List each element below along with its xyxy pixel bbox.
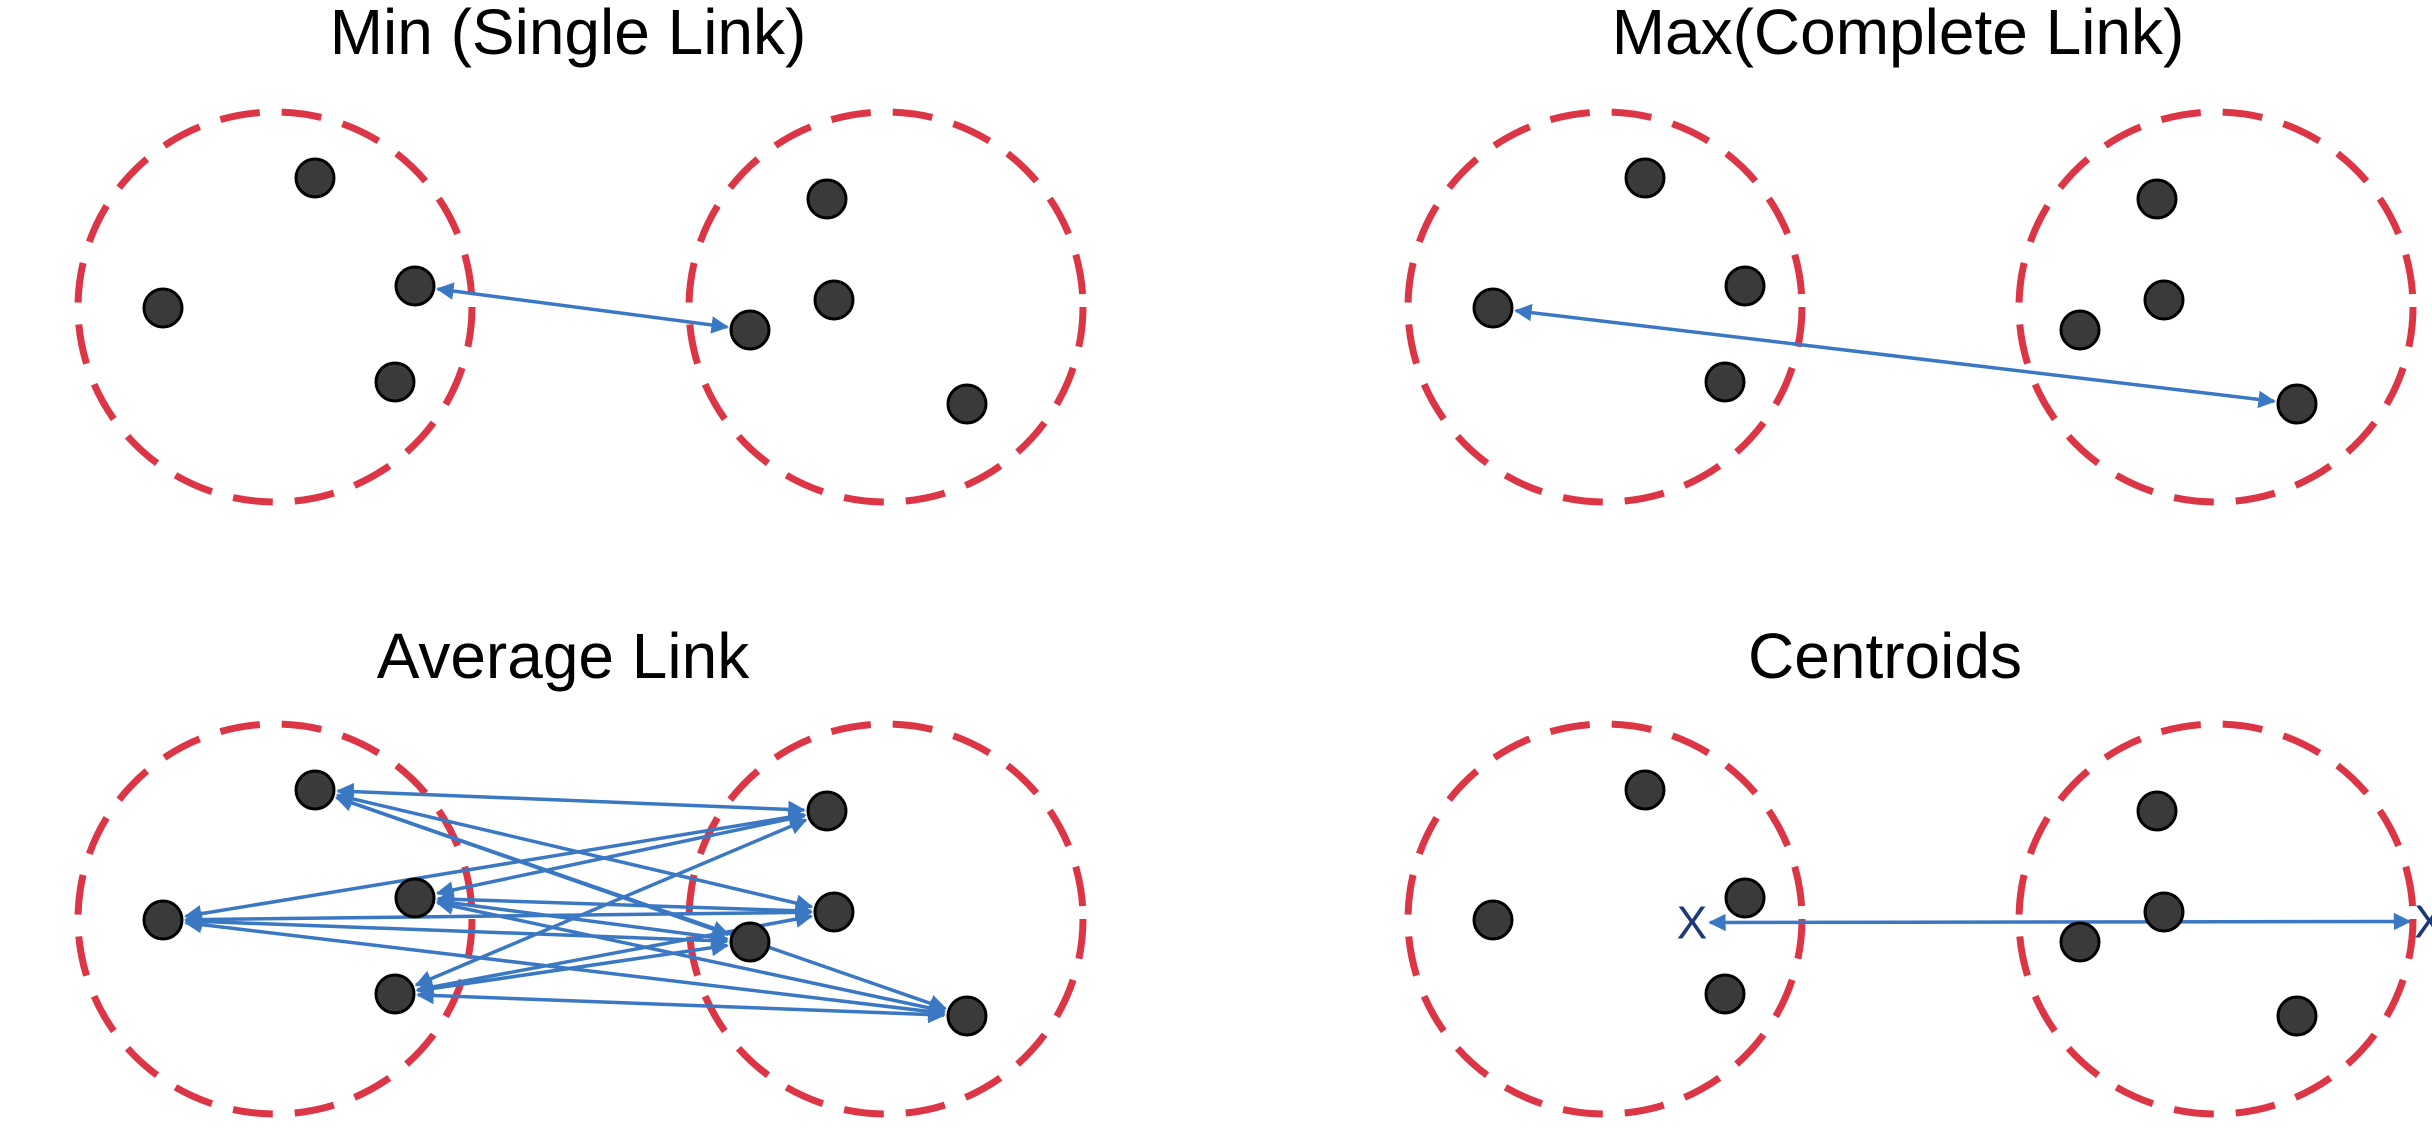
link-arrow-avg-8 [435, 810, 807, 899]
data-point-min-left-3 [374, 361, 416, 403]
data-point-max-right-2 [2143, 279, 2185, 321]
data-point-centroids-left-0 [1624, 769, 1666, 811]
data-point-centroids-left-1 [1472, 899, 1514, 941]
cluster-ring-max-left [1404, 108, 1806, 506]
data-point-avg-left-1 [142, 899, 184, 941]
cluster-ring-min-left [74, 108, 476, 506]
data-point-centroids-right-2 [2143, 891, 2185, 933]
link-arrow-avg-13 [416, 938, 729, 998]
data-point-max-left-2 [1724, 265, 1766, 307]
centroid-mark-left: X [1677, 897, 1708, 949]
cluster-ring-avg-right [685, 720, 1087, 1118]
data-point-min-right-0 [806, 178, 848, 220]
data-point-min-right-2 [813, 279, 855, 321]
data-point-avg-right-2 [813, 891, 855, 933]
centroid-mark-right: X [2414, 896, 2432, 948]
data-point-max-right-1 [2059, 309, 2101, 351]
data-point-min-right-1 [729, 309, 771, 351]
cluster-ring-centroids-left [1404, 720, 1806, 1118]
data-point-min-left-0 [294, 157, 336, 199]
link-arrow-min-0 [436, 282, 729, 334]
data-point-max-left-1 [1472, 287, 1514, 329]
data-point-min-left-1 [142, 287, 184, 329]
data-point-min-right-3 [946, 383, 988, 425]
panel-title-centroids: Centroids [1748, 620, 2022, 692]
data-point-max-right-0 [2136, 178, 2178, 220]
data-point-centroids-left-2 [1724, 877, 1766, 919]
data-point-avg-left-0 [294, 769, 336, 811]
data-point-centroids-left-3 [1704, 973, 1746, 1015]
link-arrow-avg-15 [416, 986, 946, 1024]
data-point-centroids-right-3 [2276, 995, 2318, 1037]
data-point-max-right-3 [2276, 383, 2318, 425]
data-point-avg-right-3 [946, 995, 988, 1037]
panel-title-max: Max(Complete Link) [1612, 0, 2185, 68]
link-arrow-centroids-0 [1708, 912, 2412, 932]
cluster-ring-min-right [685, 108, 1087, 506]
cluster-rings [74, 108, 2417, 1118]
cluster-ring-centroids-right [2015, 720, 2417, 1118]
data-point-max-left-0 [1624, 157, 1666, 199]
data-point-avg-left-2 [394, 877, 436, 919]
data-point-max-left-3 [1704, 361, 1746, 403]
panel-title-average: Average Link [377, 620, 750, 692]
cluster-ring-max-right [2015, 108, 2417, 506]
data-point-min-left-2 [394, 265, 436, 307]
data-point-centroids-right-0 [2136, 790, 2178, 832]
links [183, 282, 2412, 1024]
points [142, 157, 2318, 1037]
data-point-avg-right-0 [806, 790, 848, 832]
link-arrow-max-0 [1514, 303, 2276, 409]
data-point-centroids-right-1 [2059, 921, 2101, 963]
panel-title-min: Min (Single Link) [330, 0, 807, 68]
data-point-avg-right-1 [729, 921, 771, 963]
data-point-avg-left-3 [374, 973, 416, 1015]
